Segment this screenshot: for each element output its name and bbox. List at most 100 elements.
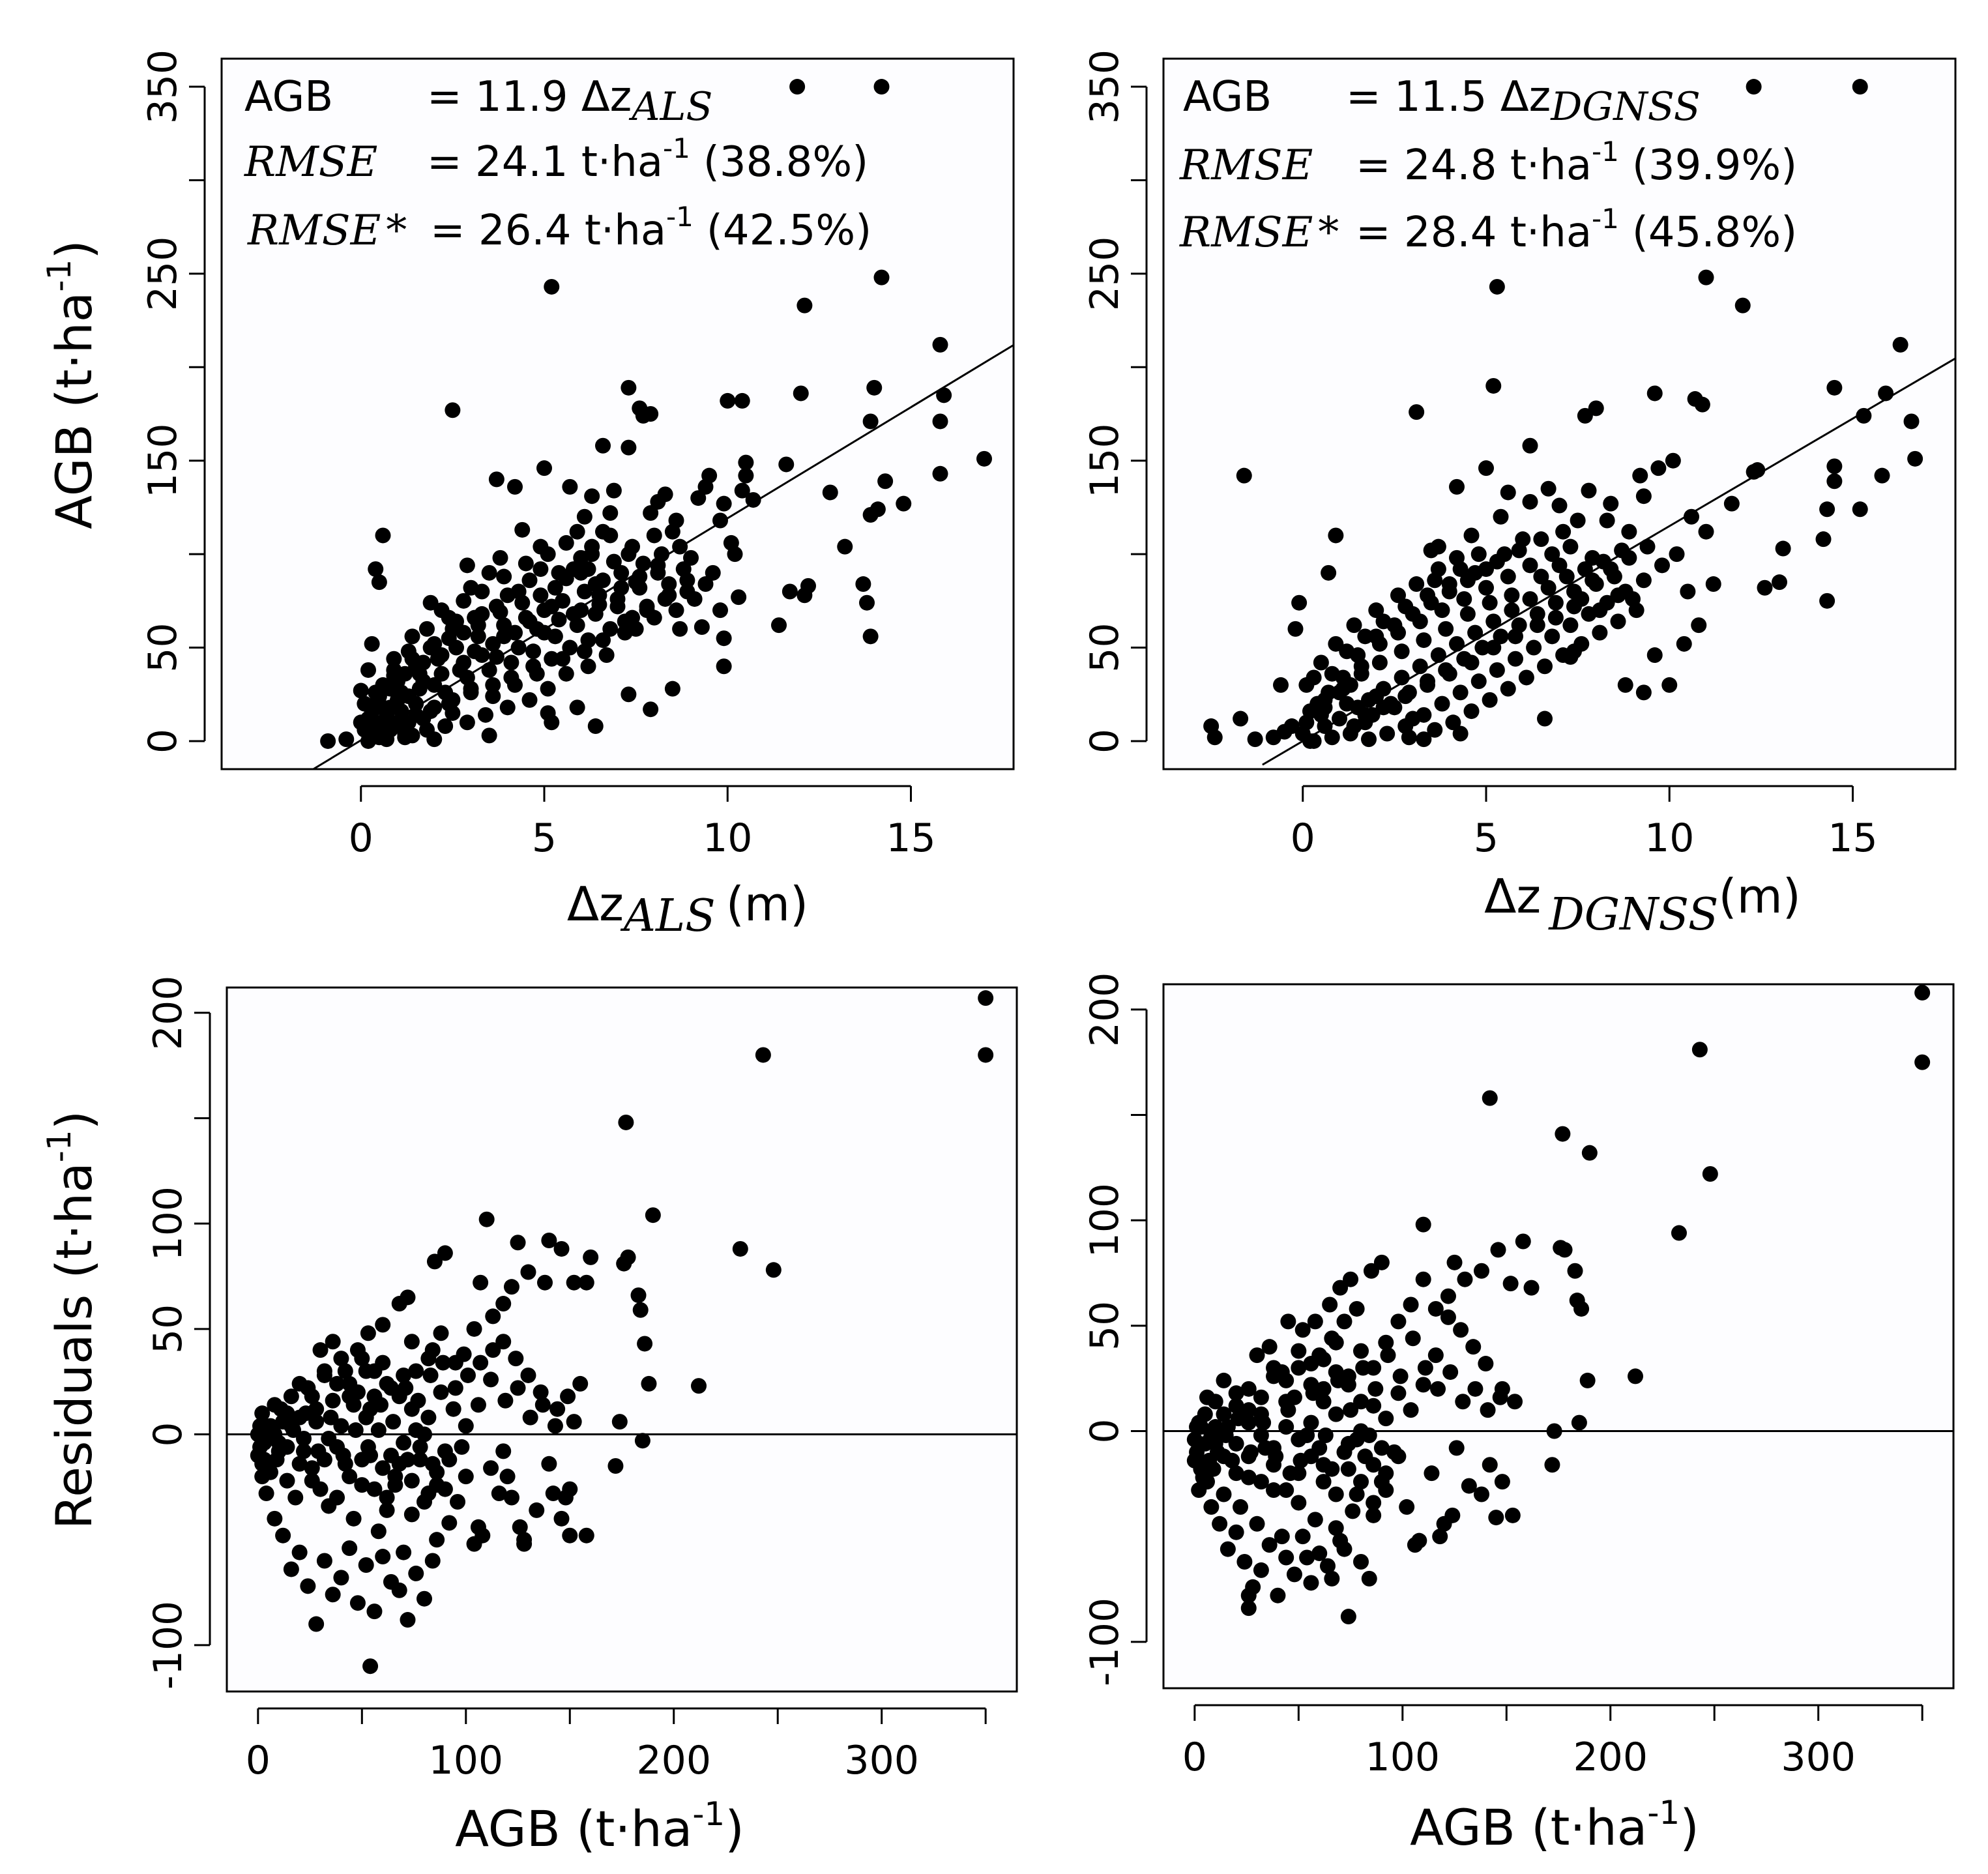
data-point: [1189, 1419, 1205, 1435]
data-point: [1287, 621, 1304, 637]
data-point: [349, 1384, 366, 1400]
data-point: [417, 1426, 432, 1442]
data-point: [1635, 684, 1652, 701]
data-point: [1367, 1381, 1384, 1397]
data-point: [474, 647, 490, 664]
annot-a-line1-label: AGB: [244, 73, 333, 121]
data-point: [485, 1342, 501, 1358]
data-point: [697, 478, 714, 495]
annot-a-line2-sup: -1: [663, 132, 690, 164]
data-point: [400, 714, 417, 731]
data-point: [1442, 1364, 1459, 1380]
data-point: [533, 561, 549, 578]
data-point: [553, 1240, 570, 1257]
data-point: [424, 1553, 441, 1569]
data-point: [1317, 718, 1333, 735]
data-point: [606, 482, 622, 499]
data-point: [1405, 710, 1421, 727]
data-point: [1438, 621, 1454, 637]
data-point: [386, 662, 402, 678]
data-point: [396, 1544, 412, 1560]
data-point: [1305, 1385, 1321, 1401]
data-point: [1255, 1414, 1272, 1431]
data-point: [1577, 561, 1593, 578]
data-point: [533, 538, 549, 555]
data-point: [1467, 564, 1484, 581]
data-point: [420, 1351, 437, 1367]
data-point: [1397, 598, 1414, 615]
x-tick-label: 0: [1291, 815, 1315, 861]
data-point: [613, 579, 630, 596]
data-point: [1555, 1126, 1571, 1142]
data-point: [349, 1595, 366, 1611]
data-point: [254, 1456, 270, 1472]
data-point: [630, 1287, 647, 1304]
x-tick-label: 0: [246, 1738, 270, 1783]
data-point: [602, 621, 619, 637]
data-point: [1321, 684, 1337, 701]
data-point: [345, 1510, 362, 1527]
ylabel-a: AGB (t·ha-1): [40, 240, 103, 529]
data-point: [1286, 1566, 1302, 1583]
data-point: [1274, 1529, 1290, 1545]
data-point: [643, 505, 659, 521]
data-point: [445, 402, 461, 418]
data-point: [291, 1375, 308, 1392]
data-point: [358, 1557, 374, 1573]
data-point: [485, 636, 501, 652]
data-point: [1635, 488, 1652, 505]
data-point: [716, 658, 732, 675]
data-point: [1366, 1495, 1382, 1511]
data-point: [456, 654, 472, 671]
data-point: [529, 1502, 545, 1518]
data-point: [512, 1519, 528, 1535]
y-tick-label: 350: [1082, 50, 1128, 124]
data-point: [441, 1452, 458, 1468]
data-point: [643, 701, 659, 718]
data-point: [1502, 1276, 1519, 1292]
data-point: [613, 564, 630, 581]
data-point: [1205, 1461, 1221, 1477]
data-point: [375, 1460, 391, 1476]
data-point: [1459, 606, 1476, 622]
data-point: [360, 1439, 376, 1455]
data-point: [797, 587, 813, 604]
y-tick-label: 150: [1082, 423, 1128, 498]
data-point: [1291, 1465, 1307, 1482]
data-point: [1529, 606, 1545, 622]
data-point: [304, 1388, 320, 1405]
data-point: [1220, 1541, 1236, 1557]
x-tick-label: 10: [1644, 815, 1694, 861]
data-point: [1671, 1225, 1687, 1241]
data-point: [1203, 1499, 1220, 1515]
data-point: [296, 1443, 312, 1459]
data-point: [252, 1418, 269, 1434]
data-point: [1378, 1465, 1394, 1482]
data-point: [569, 523, 585, 540]
data-point: [1500, 568, 1516, 585]
annot-b-line2-eq: = 24.8 t·ha: [1356, 141, 1592, 190]
data-point: [650, 493, 666, 510]
data-point: [400, 1452, 416, 1468]
data-point: [1427, 1347, 1444, 1364]
annot-b-line3-pct: (45.8%): [1632, 209, 1797, 257]
data-point: [1445, 714, 1461, 731]
data-point: [503, 1489, 519, 1506]
data-point: [362, 1401, 379, 1417]
data-point: [1852, 501, 1868, 518]
data-point: [598, 647, 615, 664]
data-point: [463, 681, 479, 697]
data-point: [1394, 643, 1410, 660]
data-point: [521, 572, 538, 589]
data-point: [932, 413, 948, 430]
data-point: [510, 1380, 526, 1396]
svg-text:= 26.4 t·ha-1(42.5%): = 26.4 t·ha-1 (42.5%): [430, 201, 871, 255]
data-point: [366, 1603, 383, 1620]
data-point: [1216, 1372, 1232, 1388]
data-point: [637, 1336, 653, 1352]
data-point: [551, 564, 567, 581]
data-point: [1357, 707, 1373, 723]
data-point: [877, 473, 894, 490]
data-point: [621, 439, 637, 456]
data-point: [368, 714, 384, 731]
